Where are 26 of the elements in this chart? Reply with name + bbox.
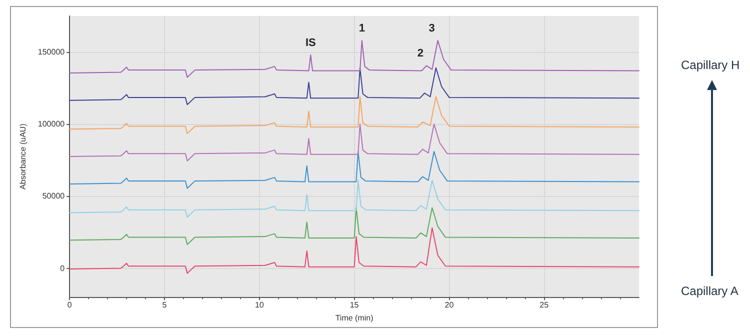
x-tick-label: 20 (444, 300, 454, 310)
y-axis-title: Absorbance (uAU) (18, 123, 28, 190)
y-tick-label: 150000 (38, 48, 66, 57)
annotation: 1 (358, 22, 365, 35)
text: Capillary A (681, 284, 738, 298)
x-tick-label: 10 (254, 300, 264, 310)
line-series (69, 227, 640, 274)
line-series (69, 180, 640, 218)
text: Capillary H (681, 58, 740, 72)
line-series (69, 207, 640, 245)
y-tick-label: 100000 (38, 120, 66, 129)
annotation: IS (305, 36, 316, 49)
x-tick-label: 5 (162, 300, 168, 310)
x-tick-label: 15 (350, 300, 360, 310)
annotation: 3 (428, 22, 435, 35)
x-axis-title: Time (min) (335, 314, 374, 322)
line-series (69, 67, 640, 106)
x-tick-label: 0 (67, 300, 72, 310)
line-series (69, 96, 640, 134)
line-series (69, 124, 640, 162)
y-tick-label: 0 (60, 264, 66, 273)
annotation: 2 (417, 48, 424, 60)
line-series (69, 151, 640, 189)
line-series (69, 40, 640, 78)
x-tick-label: 25 (540, 300, 550, 310)
y-tick-label: 50000 (42, 192, 66, 201)
